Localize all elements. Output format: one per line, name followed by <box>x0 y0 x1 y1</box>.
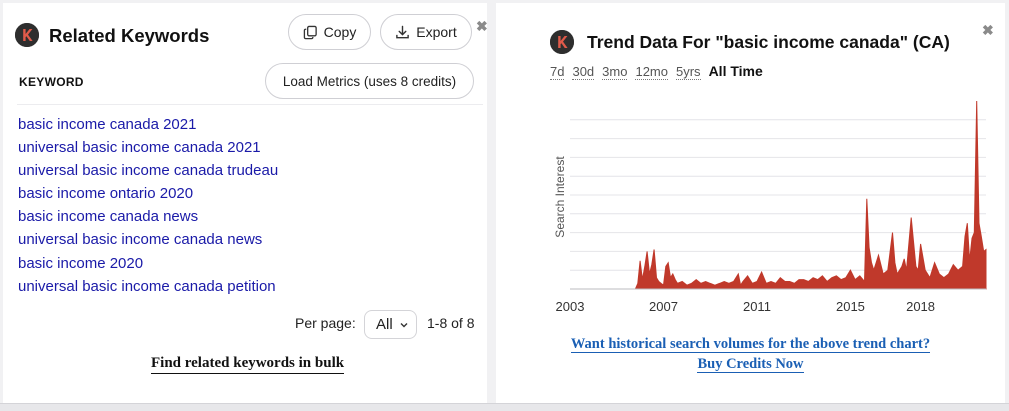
range-tab-30d[interactable]: 30d <box>572 64 595 80</box>
panel-divider <box>490 3 494 403</box>
series-area <box>570 100 987 290</box>
range-tab-12mo[interactable]: 12mo <box>635 64 668 80</box>
keywords-everywhere-logo-icon <box>550 30 574 54</box>
keyword-link[interactable]: basic income canada 2021 <box>18 116 197 133</box>
keyword-link[interactable]: basic income 2020 <box>18 254 144 272</box>
range-tab-3mo[interactable]: 3mo <box>602 64 628 80</box>
per-page-select[interactable]: All <box>364 310 417 339</box>
x-tick-label: 2011 <box>743 299 771 314</box>
export-button-label: Export <box>416 24 457 40</box>
range-tab-7d[interactable]: 7d <box>550 64 565 80</box>
chevron-down-icon <box>400 322 408 327</box>
y-axis-label: Search Interest <box>553 156 567 238</box>
copy-button-label: Copy <box>323 24 357 40</box>
keywords-everywhere-logo-icon <box>15 23 39 47</box>
download-icon <box>396 25 410 38</box>
find-bulk-keywords-link[interactable]: Find related keywords in bulk <box>151 355 345 374</box>
range-tab-all-time[interactable]: All Time <box>708 63 763 79</box>
keyword-list: basic income canada 2021 universal basic … <box>18 113 278 298</box>
x-tick-label: 2003 <box>556 299 585 314</box>
cta-line-2[interactable]: Buy Credits Now <box>697 356 804 373</box>
keyword-link[interactable]: basic income ontario 2020 <box>18 185 194 203</box>
pagination-range: 1-8 of 8 <box>427 315 475 331</box>
range-tab-5yrs[interactable]: 5yrs <box>676 64 701 80</box>
keyword-link[interactable]: basic income canada news <box>18 208 199 226</box>
export-button[interactable]: Export <box>380 14 472 50</box>
x-tick-label: 2007 <box>649 299 678 314</box>
trend-chart: 2003 2007 2011 2015 2018 Search Interest <box>553 100 987 314</box>
close-icon[interactable]: ✖ <box>982 22 994 38</box>
keyword-link[interactable]: universal basic income canada trudeau <box>18 162 279 180</box>
panel-title: Related Keywords <box>49 25 210 46</box>
close-icon[interactable]: ✖ <box>476 18 488 34</box>
cta-line-1[interactable]: Want historical search volumes for the a… <box>570 336 931 353</box>
keyword-link[interactable]: universal basic income canada 2021 <box>18 139 261 157</box>
keyword-link[interactable]: universal basic income canada news <box>18 231 263 249</box>
buy-credits-link[interactable]: Buy Credits Now <box>496 356 1005 373</box>
trend-data-panel: Trend Data For "basic income canada" (CA… <box>496 3 1005 403</box>
header-divider <box>17 104 483 105</box>
load-metrics-button[interactable]: Load Metrics (uses 8 credits) <box>265 63 474 99</box>
copy-icon <box>303 25 317 39</box>
copy-button[interactable]: Copy <box>288 14 371 50</box>
keyword-link[interactable]: universal basic income canada petition <box>18 277 276 295</box>
related-keywords-panel: Related Keywords Copy Export ✖ KEYWORD L… <box>3 3 488 403</box>
x-tick-label: 2015 <box>836 299 865 314</box>
bottom-bar <box>0 403 1009 411</box>
trend-title: Trend Data For "basic income canada" (CA… <box>587 32 950 52</box>
per-page-label: Per page: <box>295 315 356 331</box>
x-tick-label: 2018 <box>906 299 935 314</box>
time-range-tabs: 7d 30d 3mo 12mo 5yrs All Time <box>550 64 763 80</box>
historical-volume-link[interactable]: Want historical search volumes for the a… <box>496 336 1005 353</box>
per-page-value: All <box>376 316 393 333</box>
keyword-column-header: KEYWORD <box>19 75 84 89</box>
